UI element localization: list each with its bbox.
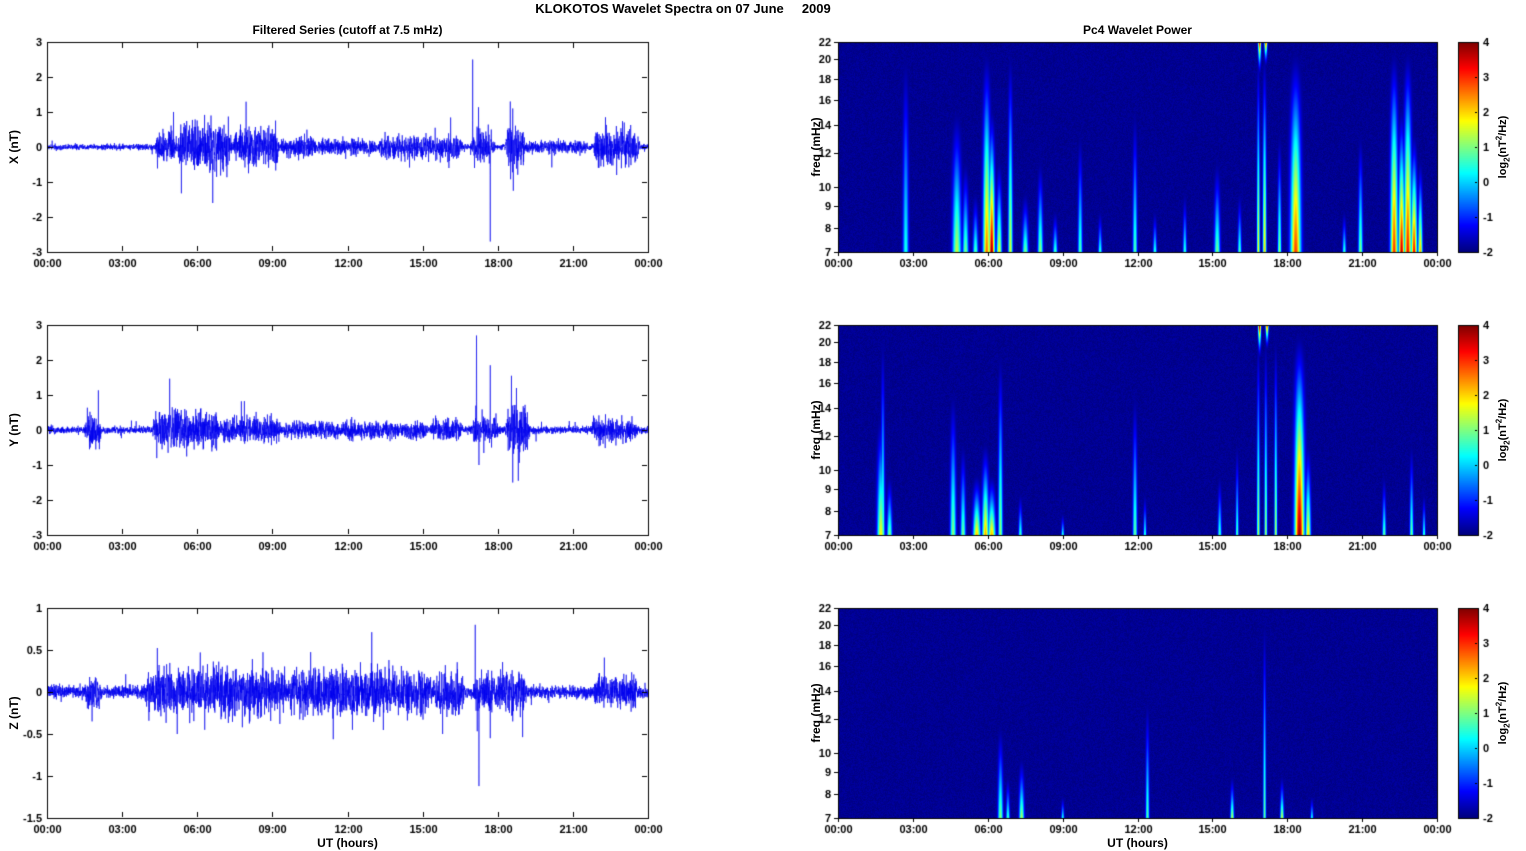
timeseries-y-canvas bbox=[0, 297, 700, 567]
wavelet-power-y-canvas bbox=[760, 297, 1526, 567]
timeseries-x-canvas bbox=[0, 14, 700, 284]
cbar-label-post: /Hz) bbox=[1497, 681, 1510, 702]
cbar-label-sup: 2 bbox=[1494, 701, 1504, 707]
ylabel-freq-mid: freq (mHz) bbox=[809, 400, 823, 460]
colorbar-label-top: log2(nT2/Hz) bbox=[1495, 116, 1512, 179]
cbar-label-sub: 2 bbox=[1502, 440, 1512, 445]
ylabel-z-nt: Z (nT) bbox=[7, 696, 21, 730]
ylabel-y-nt: Y (nT) bbox=[7, 413, 21, 447]
timeseries-z-canvas bbox=[0, 580, 700, 851]
cbar-label-sub: 2 bbox=[1502, 157, 1512, 162]
cbar-label-post: /Hz) bbox=[1497, 398, 1510, 419]
ylabel-freq-top: freq (mHz) bbox=[809, 117, 823, 177]
wavelet-power-x-canvas bbox=[760, 14, 1526, 284]
colorbar-label-mid: log2(nT2/Hz) bbox=[1495, 399, 1512, 462]
cbar-label-post: /Hz) bbox=[1497, 115, 1510, 136]
cbar-label-sub: 2 bbox=[1502, 723, 1512, 728]
xlabel-ut-left: UT (hours) bbox=[317, 836, 378, 850]
cbar-label-pre: log bbox=[1497, 161, 1510, 179]
colorbar-label-bottom: log2(nT2/Hz) bbox=[1495, 682, 1512, 745]
cbar-label-sup: 2 bbox=[1494, 418, 1504, 424]
cbar-label-pre: log bbox=[1497, 444, 1510, 462]
figure-title: KLOKOTOS Wavelet Spectra on 07 June 2009 bbox=[535, 1, 831, 16]
cbar-label-mid: (nT bbox=[1497, 706, 1510, 724]
wavelet-power-z-canvas bbox=[760, 580, 1526, 851]
ylabel-freq-bottom: freq (mHz) bbox=[809, 683, 823, 743]
cbar-label-sup: 2 bbox=[1494, 135, 1504, 141]
ylabel-x-nt: X (nT) bbox=[7, 130, 21, 164]
cbar-label-mid: (nT bbox=[1497, 423, 1510, 441]
cbar-label-mid: (nT bbox=[1497, 140, 1510, 158]
xlabel-ut-right: UT (hours) bbox=[1107, 836, 1168, 850]
cbar-label-pre: log bbox=[1497, 727, 1510, 745]
